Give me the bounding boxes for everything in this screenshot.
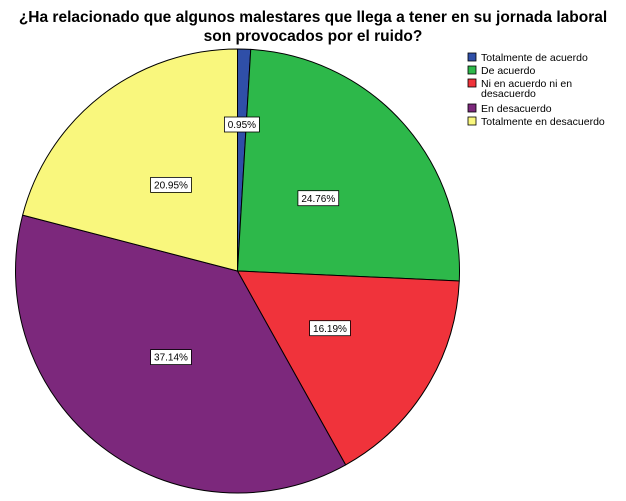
slice-label: 37.14%	[154, 353, 188, 364]
slice-label-box	[223, 116, 260, 133]
legend-label: En desacuerdo	[481, 103, 552, 115]
slice-label-box	[309, 320, 351, 337]
slice-label-box	[150, 176, 192, 193]
slice-label: 24.76%	[301, 194, 335, 205]
slice-label: 0.95%	[228, 120, 256, 131]
legend-swatch	[467, 78, 477, 88]
chart-title-line: son provocados por el ruido?	[204, 28, 423, 45]
legend-label: Totalmente en desacuerdo	[481, 116, 605, 128]
slice-label-box	[297, 190, 340, 207]
chart-title-line: ¿Ha relacionado que algunos malestares q…	[19, 9, 607, 26]
legend-label: Ni en acuerdo ni en	[481, 78, 572, 90]
slice-label: 16.19%	[313, 324, 347, 335]
slice-labels: 0.95% 24.76% 16.19% 37.14% 20.95%	[150, 116, 351, 366]
legend-swatch	[467, 103, 477, 113]
legend-swatch	[467, 52, 477, 62]
pie-slice	[237, 270, 460, 466]
slice-label-box	[150, 349, 192, 366]
legend-label: Totalmente de acuerdo	[481, 52, 588, 64]
legend-label: desacuerdo	[481, 88, 536, 100]
pie-slice	[237, 48, 460, 282]
chart-title: ¿Ha relacionado que algunos malestares q…	[19, 9, 607, 45]
pie-slice	[22, 48, 238, 272]
slice-label: 20.95%	[154, 181, 188, 192]
legend-swatch	[467, 65, 477, 75]
pie-slices	[15, 48, 460, 494]
legend-label: De acuerdo	[481, 65, 535, 77]
legend-swatch	[467, 116, 477, 126]
